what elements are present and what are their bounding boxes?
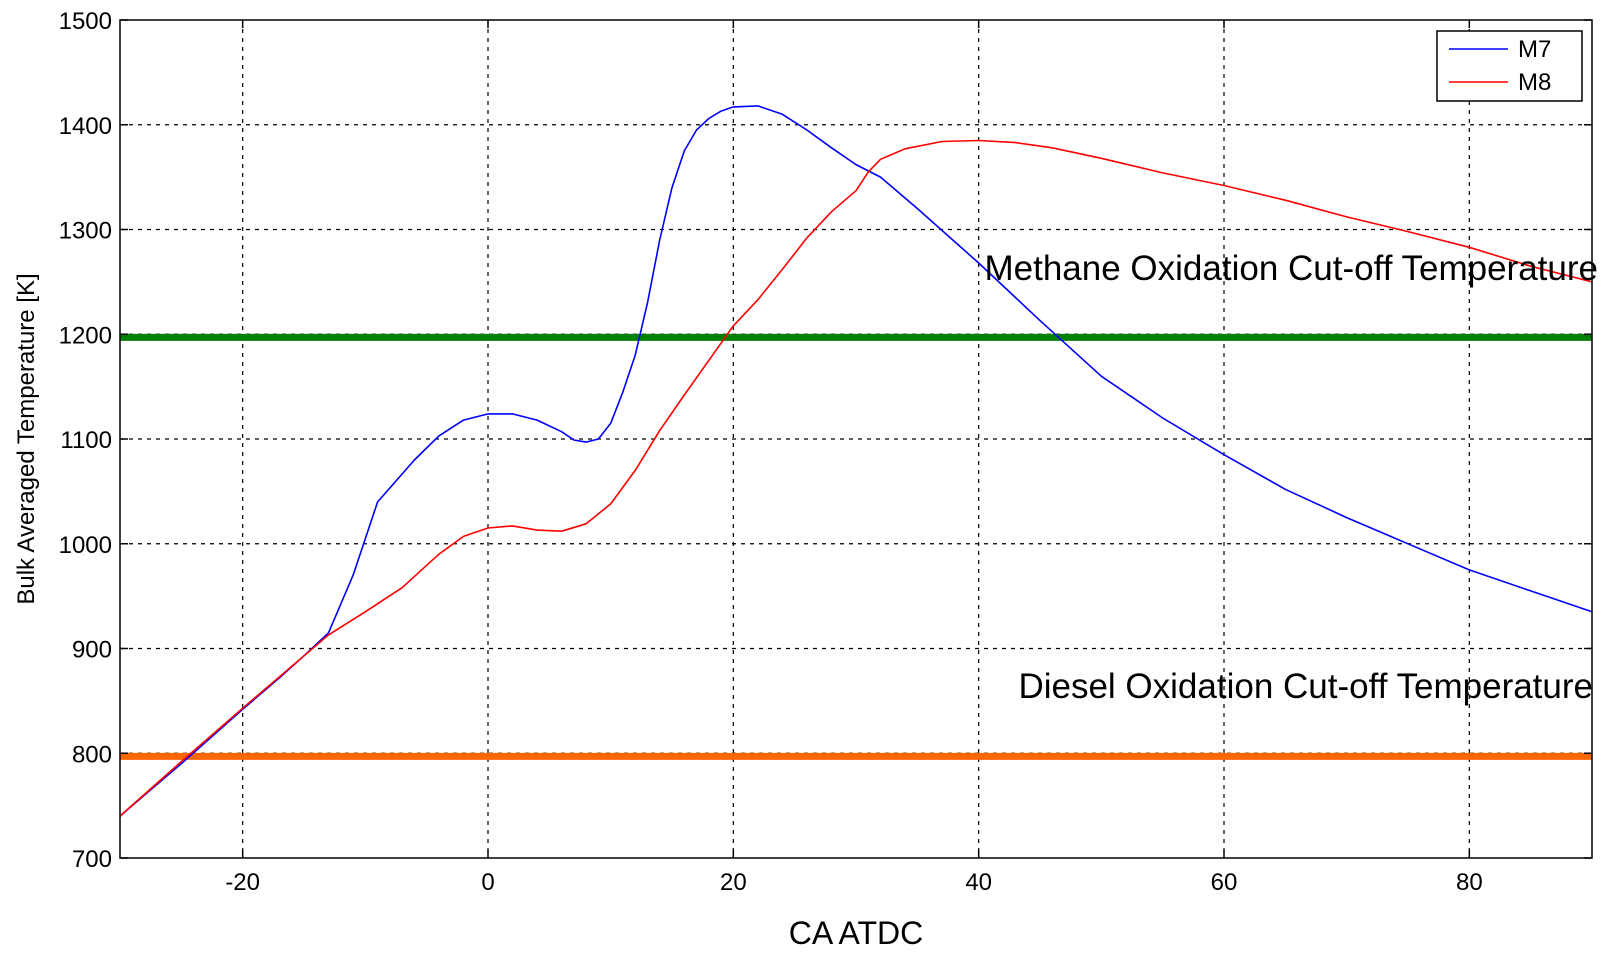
- x-tick-label: 60: [1211, 869, 1238, 896]
- y-tick-label: 900: [72, 637, 112, 664]
- legend-box: [1436, 30, 1583, 102]
- y-tick-label: 1500: [59, 8, 112, 35]
- reference-lines: [120, 333, 1592, 760]
- y-tick-label: 1200: [59, 322, 112, 349]
- y-tick-label: 700: [72, 846, 112, 873]
- x-tick-label: 20: [720, 869, 747, 896]
- y-tick-label: 1400: [59, 113, 112, 140]
- x-tick-label: -20: [225, 869, 260, 896]
- y-axis-title: Bulk Averaged Temperature [K]: [13, 273, 40, 604]
- legend: M7 M8: [1436, 30, 1583, 102]
- legend-label-m8: M8: [1518, 69, 1551, 96]
- series-line-m7: [119, 105, 1593, 817]
- series-lines: [119, 105, 1593, 817]
- x-axis-title: CA ATDC: [789, 915, 924, 951]
- y-tick-label: 1300: [59, 218, 112, 245]
- y-axis-ticks: 700 800 900 1000 1100 1200 1300 1400 1500: [59, 8, 1592, 873]
- y-tick-label: 1100: [60, 427, 112, 454]
- x-tick-label: 40: [965, 869, 992, 896]
- methane-cutoff-label: Methane Oxidation Cut-off Temperature: [985, 249, 1599, 288]
- y-tick-label: 800: [72, 741, 112, 768]
- series-line-m8: [119, 139, 1593, 817]
- x-axis-ticks: -20 0 20 40 60 80: [225, 20, 1483, 896]
- legend-label-m7: M7: [1518, 36, 1551, 63]
- x-tick-label: 0: [481, 869, 494, 896]
- gridlines: [120, 20, 1592, 858]
- diesel-cutoff-label: Diesel Oxidation Cut-off Temperature: [1018, 667, 1593, 706]
- x-tick-label: 80: [1456, 869, 1483, 896]
- y-tick-label: 1000: [59, 532, 112, 559]
